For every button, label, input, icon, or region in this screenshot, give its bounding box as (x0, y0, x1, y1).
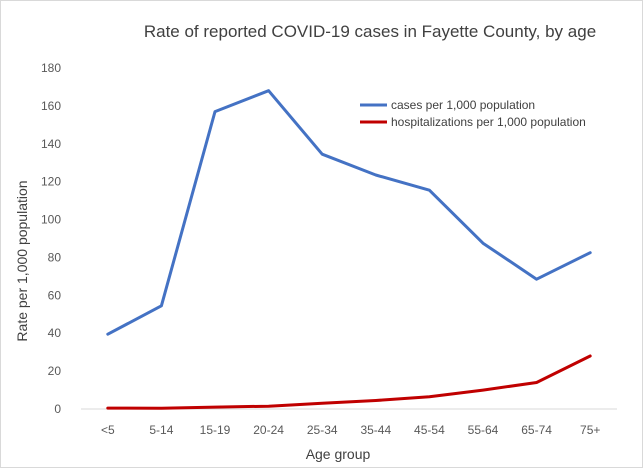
series-lines (106, 89, 592, 410)
x-axis-label: Age group (306, 446, 371, 462)
y-tick-label: 60 (48, 288, 62, 302)
series-line-2 (106, 354, 592, 410)
legend-label: hospitalizations per 1,000 population (391, 115, 586, 129)
x-tick-label: 25-34 (307, 423, 338, 437)
x-tick-label: 45-54 (414, 423, 445, 437)
x-tick-label: 55-64 (468, 423, 499, 437)
y-axis-ticks: 0 20 40 60 80 100 120 140 160 180 (41, 61, 61, 416)
y-tick-label: 40 (48, 326, 62, 340)
legend-label: cases per 1,000 population (391, 98, 535, 112)
y-tick-label: 180 (41, 61, 61, 75)
y-tick-label: 120 (41, 175, 61, 189)
x-tick-label: 35-44 (360, 423, 391, 437)
x-tick-label: 15-19 (200, 423, 231, 437)
x-tick-label: 5-14 (149, 423, 173, 437)
y-tick-label: 20 (48, 364, 62, 378)
x-tick-label: 65-74 (521, 423, 552, 437)
series-line-1 (106, 89, 592, 336)
x-tick-label: <5 (101, 423, 115, 437)
x-tick-label: 75+ (580, 423, 600, 437)
y-axis-label: Rate per 1,000 population (14, 180, 30, 341)
y-tick-label: 80 (48, 250, 62, 264)
legend: cases per 1,000 population hospitalizatio… (360, 98, 586, 129)
y-tick-label: 160 (41, 99, 61, 113)
x-tick-label: 20-24 (253, 423, 284, 437)
y-tick-label: 100 (41, 213, 61, 227)
y-tick-label: 140 (41, 137, 61, 151)
y-tick-label: 0 (54, 402, 61, 416)
x-axis-ticks: <5 5-14 15-19 20-24 25-34 35-44 45-54 55-64 65-7… (101, 423, 600, 437)
chart-title: Rate of reported COVID-19 cases in Fayet… (144, 22, 596, 41)
